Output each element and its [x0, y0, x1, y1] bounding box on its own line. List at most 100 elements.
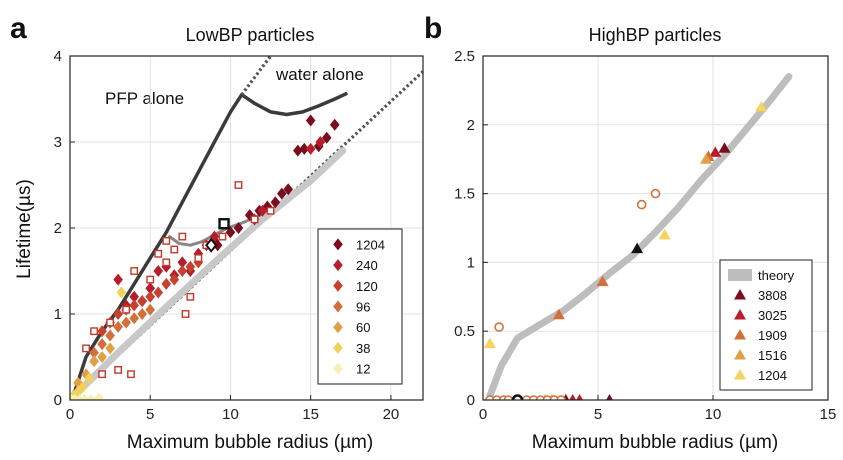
- panel-b-plot: 0 5 10 15 0 0.5 1 1.5 2 2.5 theory 3808 3025 1909 1516…: [454, 48, 836, 423]
- a-point-96: [129, 312, 139, 325]
- b-data-layer: [483, 73, 793, 400]
- b-point-1204: [483, 337, 496, 349]
- b-legend-marker-theory: [728, 269, 752, 281]
- b-y-tick-label: 2.5: [454, 48, 475, 65]
- a-legend-label-38: 38: [356, 341, 370, 356]
- b-y-tick-label: 1: [467, 254, 475, 271]
- a-point-120: [145, 290, 156, 303]
- b-legend-marker-3025: [734, 309, 746, 320]
- a-point-120: [161, 277, 172, 290]
- a-y-tick-label: 3: [54, 134, 62, 151]
- a-point-1204: [244, 209, 255, 222]
- a-x-tick-label: 15: [302, 406, 319, 423]
- a-point-96: [137, 308, 148, 320]
- a-point-open-squares: [154, 249, 163, 258]
- a-x-tick-label: 5: [146, 406, 154, 423]
- a-legend-box: [317, 228, 403, 385]
- a-point-120: [129, 299, 139, 312]
- a-point-12: [79, 394, 90, 400]
- a-point-open-squares: [194, 254, 203, 262]
- b-legend-marker-1909: [734, 329, 746, 340]
- b-point-open-circles: [485, 395, 495, 400]
- b-point-open-circles: [528, 395, 539, 400]
- a-point-open-squares: [186, 292, 195, 301]
- a-point-open-squares: [122, 305, 131, 314]
- b-point-open-circles: [650, 188, 661, 199]
- a-legend-marker-38: [333, 341, 343, 354]
- a-point-38: [84, 372, 95, 385]
- a-legend-marker-60: [333, 321, 343, 334]
- a-y-tick-label: 0: [54, 392, 62, 409]
- b-point-1909: [596, 275, 609, 287]
- a-legend-marker-12: [333, 362, 343, 375]
- b-point-open-circles: [494, 322, 504, 332]
- b-y-tick-label: 0.5: [454, 323, 475, 340]
- a-legend-marker-1204: [333, 238, 343, 251]
- b-point-3808: [606, 394, 613, 400]
- b-legend: theory 3808 3025 1909 1516 1204: [719, 259, 813, 391]
- a-point-120: [137, 295, 148, 308]
- a-point-open-squares: [181, 310, 190, 318]
- b-x-tick-label: 10: [705, 406, 722, 423]
- b-legend-box: [719, 259, 813, 391]
- panel-a-x-axis-label: Maximum bubble radius (µm): [127, 432, 373, 453]
- b-legend-label-3025: 3025: [758, 308, 787, 323]
- a-point-open-squares: [146, 275, 155, 284]
- a-point-120: [185, 260, 196, 273]
- b-y-tick-label: 0: [467, 392, 475, 409]
- a-y-tick-label: 2: [54, 220, 62, 237]
- b-x-tick-label: 0: [479, 406, 487, 423]
- b-point-3025: [569, 394, 577, 400]
- b-point-highlight-circle: [511, 394, 524, 400]
- a-point-120: [97, 325, 107, 338]
- a-point-highlight-square: [218, 217, 230, 230]
- a-point-1204: [305, 114, 316, 127]
- a-x-tick-label: 10: [222, 406, 239, 423]
- b-point-open-circles: [549, 395, 560, 400]
- a-point-1204: [321, 131, 332, 144]
- a-point-open-squares: [106, 318, 115, 327]
- b-point-open-circles: [636, 199, 647, 210]
- b-point-1204: [755, 100, 768, 112]
- b-point-1909: [552, 308, 565, 320]
- panel-a-title: LowBP particles: [186, 25, 315, 45]
- a-point-1204: [233, 222, 244, 234]
- a-point-96: [105, 329, 115, 342]
- water-alone-label: water alone: [275, 65, 364, 84]
- a-point-12: [86, 394, 96, 400]
- a-point-open-squares: [114, 366, 123, 374]
- a-point-240: [177, 256, 188, 269]
- b-point-open-circles: [503, 395, 514, 400]
- a-point-open-squares: [130, 267, 139, 275]
- a-point-open-squares: [234, 181, 243, 189]
- b-legend-marker-3808: [734, 289, 746, 300]
- b-y-tick-label: 1.5: [454, 186, 475, 203]
- b-y-tick-label: 2: [467, 117, 475, 134]
- b-point-1204: [658, 228, 671, 240]
- a-point-1204: [329, 118, 340, 131]
- a-point-120: [177, 265, 188, 277]
- b-x-tick-label: 15: [820, 406, 837, 423]
- a-point-1204: [299, 142, 310, 155]
- b-point-open-circles: [492, 395, 502, 400]
- panel-a-y-axis-label: Lifetime(µs): [14, 179, 35, 279]
- a-point-open-squares: [266, 206, 275, 215]
- a-point-open-squares: [162, 258, 171, 267]
- a-point-1204: [293, 144, 303, 157]
- a-point-open-squares: [218, 232, 227, 241]
- b-legend-label-1204: 1204: [758, 368, 787, 383]
- a-point-240: [153, 265, 164, 277]
- a-point-96: [113, 320, 123, 333]
- a-legend-label-1204: 1204: [356, 237, 385, 252]
- a-point-120: [193, 256, 204, 269]
- a-legend-label-12: 12: [356, 362, 370, 377]
- a-point-240: [305, 142, 316, 155]
- a-point-1204: [283, 183, 294, 196]
- a-point-open-squares: [90, 327, 98, 336]
- a-line-pfp-alone-extrapolation: [240, 56, 273, 96]
- a-legend-label-60: 60: [356, 320, 370, 335]
- b-point-open-circles: [535, 395, 546, 400]
- a-y-tick-label: 4: [54, 48, 62, 65]
